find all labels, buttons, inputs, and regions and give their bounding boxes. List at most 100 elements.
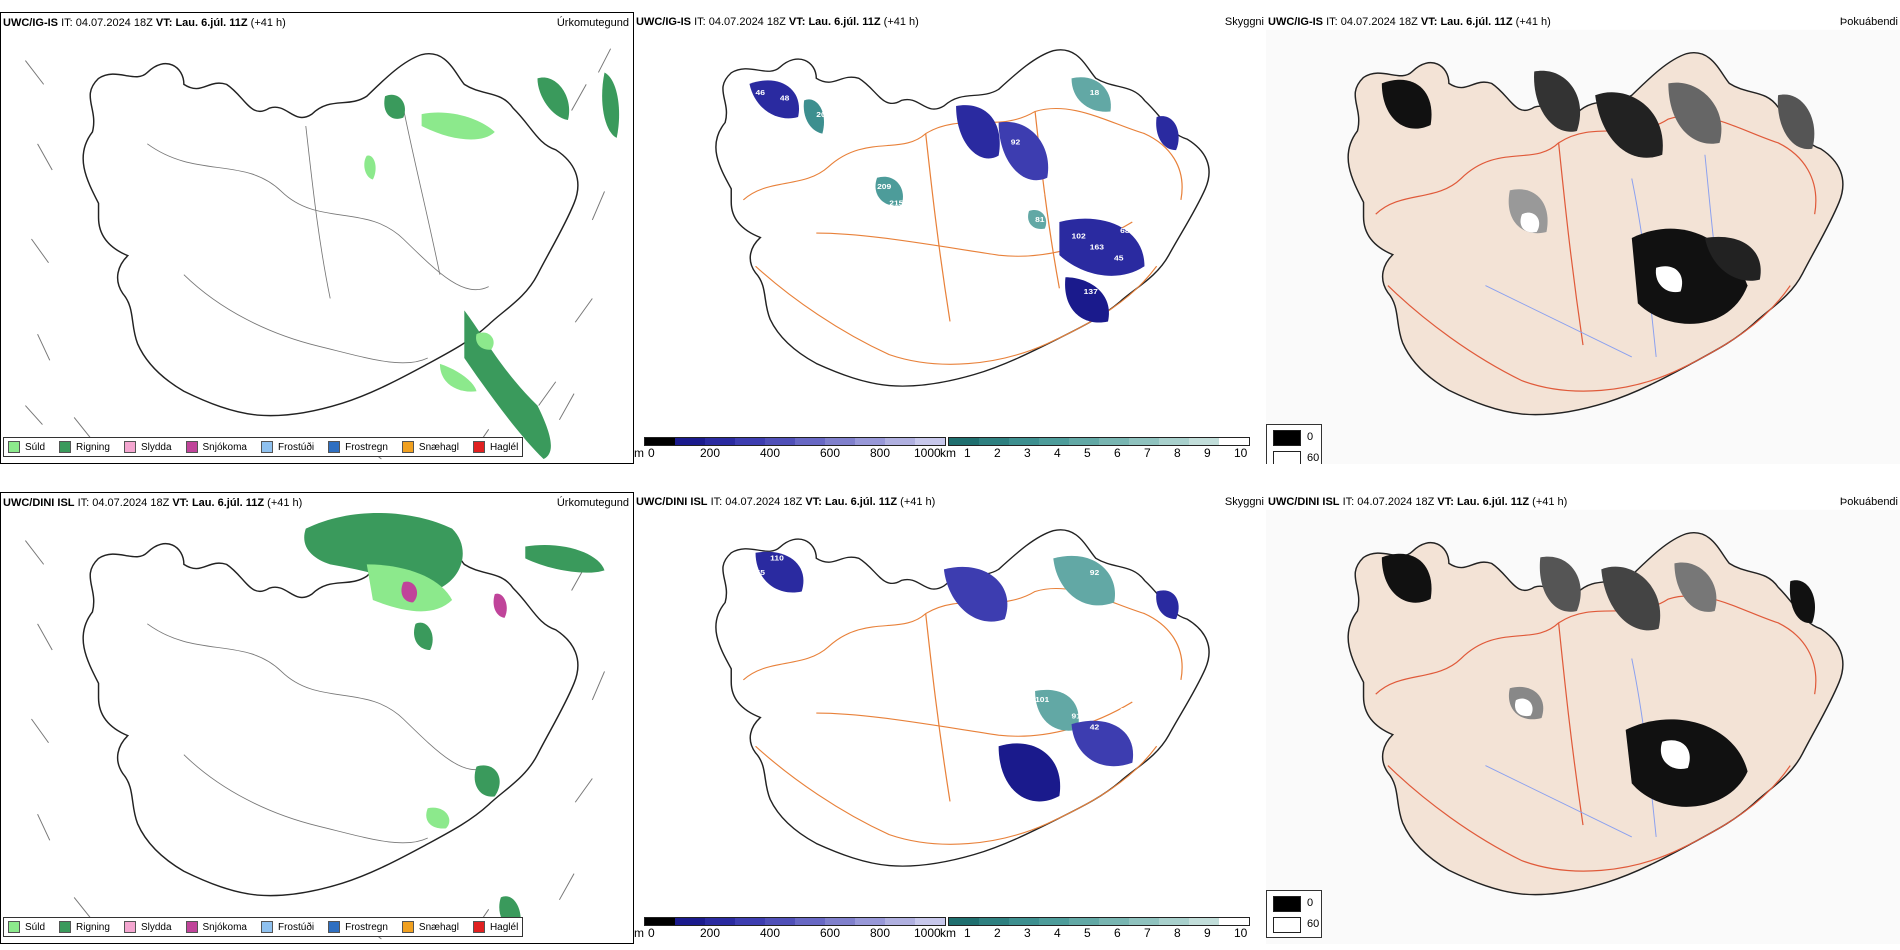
visibility-value-label: 92 xyxy=(1090,568,1100,577)
ceiling-colorbar: m 0 200 400 600 800 1000 xyxy=(634,917,946,944)
vis-tick: 7 xyxy=(1144,446,1151,460)
legend-item-sudl: Súld xyxy=(8,921,45,933)
fog-swatch-light xyxy=(1273,917,1301,933)
precip-legend: Súld Rigning Slydda Snjókoma Frostúði Fr… xyxy=(3,437,524,457)
legend-item-frostudi: Frostúði xyxy=(260,921,314,933)
legend-item-snjokoma: Snjókoma xyxy=(185,441,247,453)
vis-tick: 3 xyxy=(1024,926,1031,940)
ceiling-tick: 0 xyxy=(648,926,655,940)
precip-legend: Súld Rigning Slydda Snjókoma Frostúði Fr… xyxy=(3,917,524,937)
legend-swatch xyxy=(59,921,72,933)
ceiling-tick: 0 xyxy=(648,446,655,460)
ceiling-tick: 1000 xyxy=(914,446,941,460)
visibility-value-label: 96 xyxy=(1011,618,1021,627)
fog-swatch-light xyxy=(1273,451,1301,464)
legend-item-snaehagl: Snæhagl xyxy=(401,441,459,453)
vis-tick: 2 xyxy=(994,446,1001,460)
ceiling-tick: 600 xyxy=(820,926,841,940)
visibility-value-label: 55 xyxy=(756,568,766,577)
ceiling-tick: 400 xyxy=(760,446,781,460)
ceiling-colorbar: m 0 200 400 600 800 1000 xyxy=(634,437,946,464)
legend-item-rigning: Rigning xyxy=(59,441,110,453)
panel-title: Skyggni xyxy=(1224,496,1264,508)
fog-legend: 0 60 xyxy=(1266,890,1322,938)
visibility-panel-top: UWC/IG-IS IT: 04.07.2024 18Z VT: Lau. 6.… xyxy=(634,12,1266,464)
panel-title: Þokuábendi xyxy=(1839,16,1898,28)
vis-tick: 10 xyxy=(1234,926,1248,940)
fog-areas xyxy=(1381,70,1815,324)
legend-item-slydda: Slydda xyxy=(123,921,172,933)
legend-item-snjokoma: Snjókoma xyxy=(185,921,247,933)
fog-swatch-dark xyxy=(1273,430,1301,446)
ceiling-tick: 600 xyxy=(820,446,841,460)
visibility-value-label: 53 xyxy=(986,160,996,169)
ceiling-tick: 200 xyxy=(700,446,721,460)
visibility-value-label: 68 xyxy=(1120,226,1130,235)
vis-tick: 10 xyxy=(1234,446,1248,460)
roads xyxy=(1375,115,1817,392)
visibility-value-label: 110 xyxy=(770,554,784,563)
legend-swatch xyxy=(472,921,485,933)
panel-header: UWC/IG-IS IT: 04.07.2024 18Z VT: Lau. 6.… xyxy=(636,16,919,28)
visibility-value-label: 92 xyxy=(1011,138,1021,147)
legend-swatch xyxy=(123,441,136,453)
legend-swatch xyxy=(328,441,341,453)
visibility-value-label: 40 xyxy=(1035,668,1045,677)
visibility-value-label: 209 xyxy=(877,182,892,191)
legend-swatch xyxy=(123,921,136,933)
legend-swatch xyxy=(185,441,198,453)
vis-tick: 3 xyxy=(1024,446,1031,460)
visibility-map-top: 46 47 18 24 92 53 71 209 215 81 102 68 163 45 143 137 48… xyxy=(715,49,1210,387)
legend-swatch xyxy=(59,441,72,453)
visibility-value-label: 24 xyxy=(1169,574,1179,583)
legend-item-slydda: Slydda xyxy=(123,441,172,453)
fog-panel-bottom: UWC/DINI ISL IT: 04.07.2024 18Z VT: Lau.… xyxy=(1266,492,1900,944)
fog-label-top: 0 xyxy=(1307,897,1314,909)
visibility-panel-bottom: UWC/DINI ISL IT: 04.07.2024 18Z VT: Lau.… xyxy=(634,492,1266,944)
vis-bar xyxy=(948,437,1250,446)
fog-label-bottom: 60 xyxy=(1307,918,1320,930)
vis-tick: 5 xyxy=(1084,446,1091,460)
visibility-value-label: 47 xyxy=(770,74,780,83)
visibility-value-label: 71 xyxy=(1035,188,1045,197)
panel-title: Úrkomutegund xyxy=(556,497,629,509)
fog-map-bottom xyxy=(1266,509,1900,944)
visibility-value-label: 91 xyxy=(1072,712,1082,721)
legend-swatch xyxy=(401,921,414,933)
fog-holes xyxy=(1520,212,1683,293)
visibility-value-label: 45 xyxy=(1114,254,1124,263)
visibility-value-label: 81 xyxy=(1035,215,1045,224)
vis-tick: 7 xyxy=(1144,926,1151,940)
legend-swatch xyxy=(8,441,20,453)
ceiling-tick: 200 xyxy=(700,926,721,940)
ceiling-unit: m xyxy=(634,446,644,460)
panel-title: Þokuábendi xyxy=(1839,496,1898,508)
legend-swatch xyxy=(472,441,485,453)
legend-swatch xyxy=(260,921,273,933)
vis-tick: 6 xyxy=(1114,926,1121,940)
fog-legend: 0 60 xyxy=(1266,424,1322,464)
visibility-value-label: 24 xyxy=(1169,94,1179,103)
ceiling-tick: 400 xyxy=(760,926,781,940)
precip-map-top xyxy=(24,48,620,460)
precip-map-bottom xyxy=(24,512,605,940)
vis-tick: 6 xyxy=(1114,446,1121,460)
vis-tick: 8 xyxy=(1174,446,1181,460)
vis-tick: 9 xyxy=(1204,926,1211,940)
visibility-value-label: 20 xyxy=(816,110,826,119)
legend-swatch xyxy=(260,441,273,453)
legend-item-frostregn: Frostregn xyxy=(328,441,388,453)
panel-header: UWC/IG-IS IT: 04.07.2024 18Z VT: Lau. 6.… xyxy=(1268,16,1551,28)
vis-unit: km xyxy=(940,446,956,460)
visibility-value-label: 163 xyxy=(1090,243,1105,252)
precip-type-panel-bottom: UWC/DINI ISL IT: 04.07.2024 18Z VT: Lau.… xyxy=(0,492,634,944)
ceiling-bar xyxy=(644,437,946,446)
legend-item-frostregn: Frostregn xyxy=(328,921,388,933)
visibility-value-label: 37 xyxy=(986,640,996,649)
roads xyxy=(1375,595,1817,872)
ceiling-bar xyxy=(644,917,946,926)
visibility-value-label: 143 xyxy=(993,276,1008,285)
visibility-value-label: 85 xyxy=(877,662,887,671)
visibility-value-label: 102 xyxy=(1072,232,1087,241)
roads xyxy=(147,108,489,364)
